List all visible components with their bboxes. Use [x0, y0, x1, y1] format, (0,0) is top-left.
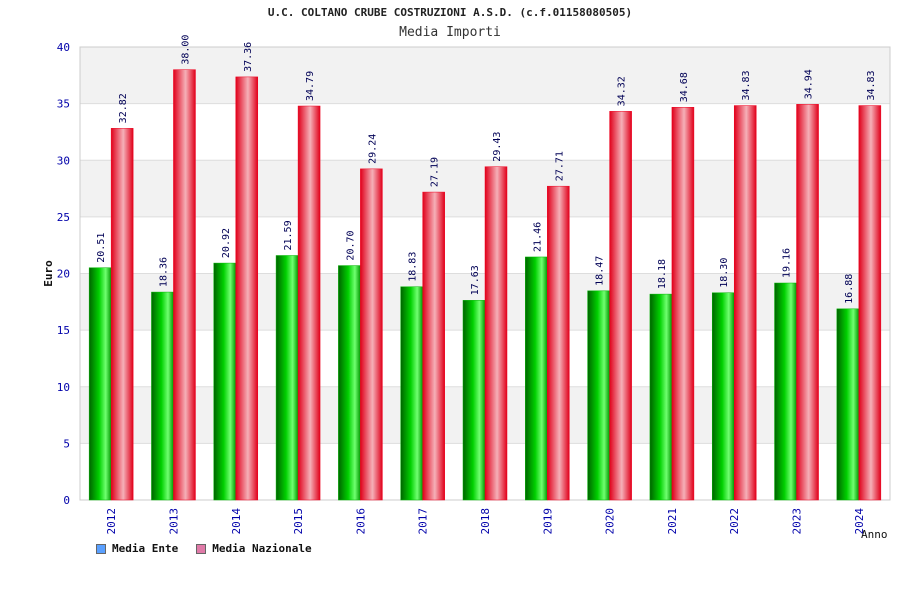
- bar-media-nazionale: [484, 166, 508, 501]
- x-tick-label: 2021: [666, 508, 679, 535]
- bar-media-ente: [275, 255, 299, 501]
- x-axis-label: Anno: [861, 528, 888, 541]
- data-label: 18.30: [719, 258, 730, 288]
- data-label: 16.88: [844, 274, 855, 304]
- data-label: 21.59: [283, 220, 294, 250]
- bar-media-ente: [587, 290, 610, 501]
- data-label: 27.71: [554, 151, 565, 181]
- bar-media-ente: [774, 282, 797, 501]
- data-label: 34.32: [617, 76, 628, 106]
- chart-subtitle: Media Importi: [399, 25, 501, 40]
- bar-media-ente: [400, 286, 423, 501]
- y-tick-label: 20: [57, 268, 70, 281]
- grid-band: [80, 103, 890, 161]
- bar-media-nazionale: [858, 105, 882, 501]
- bar-media-ente: [213, 262, 237, 501]
- data-label: 38.00: [180, 35, 191, 65]
- y-axis: 0 5 10 15 20 25 30 35 40: [57, 41, 70, 507]
- x-tick-label: 2024: [853, 508, 866, 535]
- y-tick-label: 10: [57, 381, 70, 394]
- y-axis-label: Euro: [42, 260, 55, 287]
- x-tick-label: 2020: [604, 508, 617, 535]
- y-tick-label: 5: [63, 437, 70, 450]
- y-tick-label: 40: [57, 41, 70, 54]
- legend-label-ente: Media Ente: [112, 542, 179, 555]
- data-label: 18.36: [158, 257, 169, 287]
- data-label: 18.18: [657, 259, 668, 289]
- bar-media-nazionale: [360, 168, 383, 501]
- x-tick-label: 2012: [105, 508, 118, 535]
- x-tick-label: 2018: [479, 508, 492, 535]
- y-tick-label: 35: [57, 98, 70, 111]
- bar-media-nazionale: [733, 105, 757, 501]
- x-tick-label: 2022: [728, 508, 741, 535]
- bar-media-nazionale: [547, 185, 570, 501]
- data-label: 34.83: [866, 70, 877, 100]
- bar-media-ente: [836, 308, 860, 501]
- bar-media-ente: [649, 293, 673, 501]
- data-label: 20.51: [96, 233, 107, 263]
- bar-media-nazionale: [671, 106, 695, 501]
- data-label: 20.70: [345, 230, 356, 260]
- data-label: 19.16: [782, 248, 793, 278]
- y-tick-label: 15: [57, 324, 70, 337]
- x-tick-label: 2019: [541, 508, 554, 535]
- x-tick-label: 2016: [354, 508, 367, 535]
- x-tick-label: 2014: [230, 508, 243, 535]
- value-labels: 20.51 32.82 18.36 38.00 20.92 37.36 21.59 34.79…: [96, 35, 877, 304]
- data-label: 34.68: [679, 72, 690, 102]
- data-label: 34.83: [741, 70, 752, 100]
- bars: [88, 69, 882, 501]
- x-tick-label: 2015: [292, 508, 305, 535]
- x-tick-label: 2013: [167, 508, 180, 535]
- x-axis: 2012 2013 2014 2015 2016 2017 2018 2019 2020 2021…: [105, 508, 866, 535]
- legend-item-ente: Media Ente: [96, 542, 178, 555]
- data-label: 27.19: [430, 157, 441, 187]
- data-label: 34.94: [804, 69, 815, 99]
- data-label: 20.92: [221, 228, 232, 258]
- bar-media-nazionale: [609, 111, 632, 501]
- data-label: 29.43: [492, 132, 503, 162]
- y-tick-label: 25: [57, 211, 70, 224]
- y-tick-label: 30: [57, 154, 70, 167]
- bar-media-nazionale: [422, 191, 445, 501]
- data-label: 29.24: [367, 134, 378, 164]
- bar-media-nazionale: [110, 128, 134, 501]
- data-label: 17.63: [470, 265, 481, 295]
- legend-item-nazionale: Media Nazionale: [196, 542, 312, 555]
- legend-swatch-nazionale: [196, 543, 207, 554]
- data-label: 18.47: [595, 256, 606, 286]
- grid-band: [80, 47, 890, 104]
- bar-media-ente: [151, 291, 174, 501]
- data-label: 18.83: [408, 252, 419, 282]
- bar-media-nazionale: [796, 104, 819, 501]
- legend-swatch-ente: [96, 543, 106, 554]
- bar-media-ente: [88, 267, 112, 501]
- bar-media-nazionale: [235, 76, 259, 501]
- data-label: 21.46: [532, 222, 543, 252]
- y-tick-label: 0: [63, 494, 70, 507]
- bar-media-ente: [711, 292, 735, 501]
- bar-media-nazionale: [297, 105, 321, 501]
- x-tick-label: 2023: [791, 508, 804, 535]
- data-label: 34.79: [305, 71, 316, 101]
- bar-media-nazionale: [173, 69, 196, 501]
- legend-label-nazionale: Media Nazionale: [212, 542, 312, 555]
- bar-media-ente: [525, 256, 548, 501]
- data-label: 32.82: [118, 93, 129, 123]
- bar-media-ente: [338, 265, 361, 501]
- data-label: 37.36: [243, 42, 254, 72]
- chart-title: U.C. COLTANO CRUBE COSTRUZIONI A.S.D. (c…: [267, 6, 633, 19]
- bar-media-ente: [462, 300, 486, 501]
- legend: Media Ente Media Nazionale: [96, 542, 312, 555]
- x-tick-label: 2017: [417, 508, 430, 535]
